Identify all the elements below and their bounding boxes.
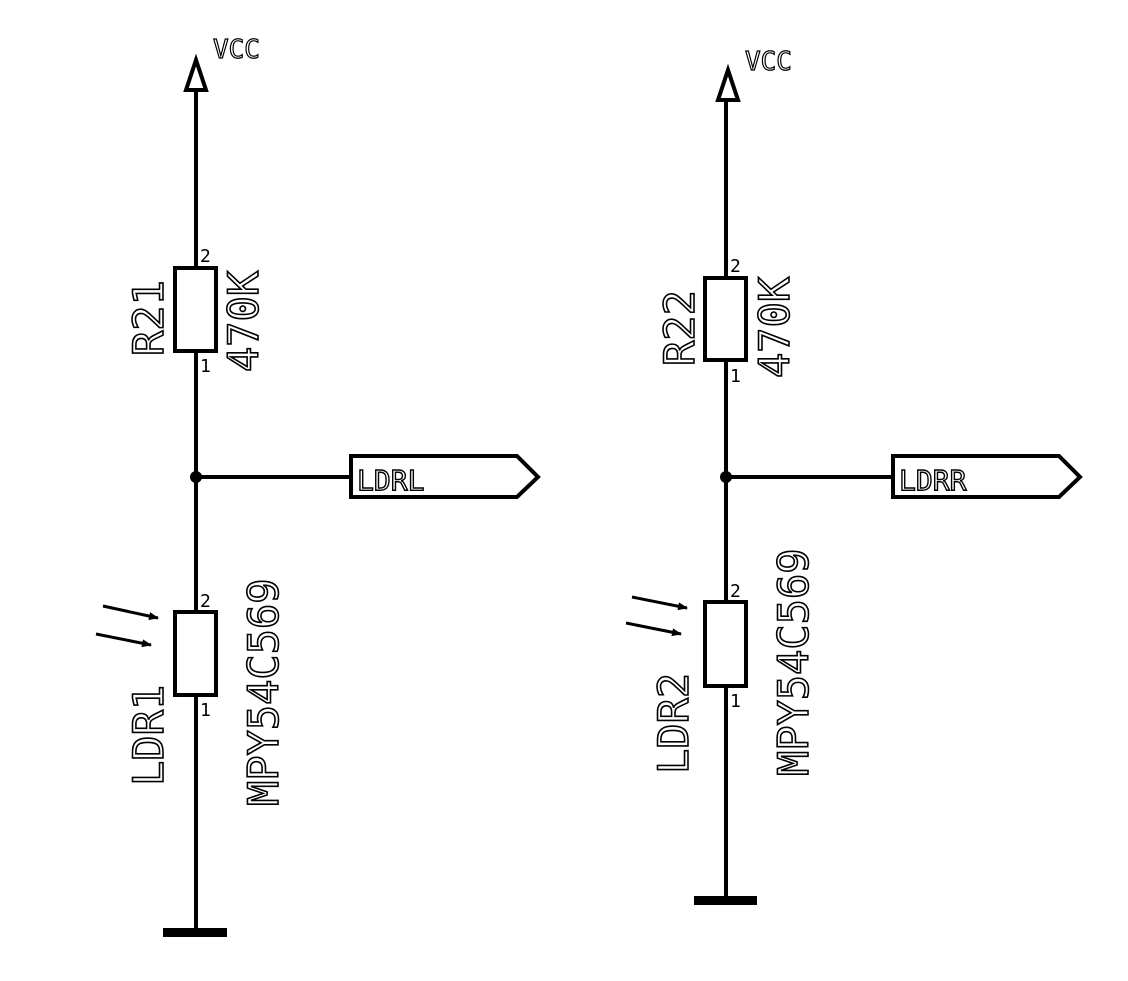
- ldr2-part-number: MPY54C569: [769, 548, 818, 776]
- r22-pin-1: 1: [730, 366, 741, 387]
- circuit-right: VCC 2 1 R22 470K LDRR 2 1 LDR2 MPY54C569: [625, 46, 1083, 905]
- r22-pin-2: 2: [730, 256, 741, 277]
- r21-value: 470K: [219, 270, 268, 372]
- net-label-ldrl: LDRL: [349, 454, 541, 499]
- ground-symbol-left: [163, 928, 227, 937]
- vcc-power-symbol-left: VCC: [183, 34, 261, 92]
- ldr1-pin-2: 2: [200, 591, 211, 612]
- r22-reference: R22: [655, 290, 704, 366]
- ldr-ldr1: [173, 610, 218, 697]
- r21-pin-1: 1: [200, 356, 211, 377]
- ground-symbol-right: [694, 896, 757, 905]
- resistor-r22: [703, 276, 748, 362]
- light-arrow-icon: [631, 595, 688, 611]
- light-arrow-icon: [95, 632, 152, 648]
- light-arrow-icon: [625, 621, 682, 637]
- ldr2-pin-2: 2: [730, 581, 741, 602]
- r22-value: 470K: [750, 276, 799, 378]
- vcc-power-symbol-right: VCC: [715, 46, 793, 102]
- vcc-label-left: VCC: [213, 35, 260, 65]
- r21-pin-2: 2: [200, 246, 211, 267]
- vcc-label-right: VCC: [745, 47, 792, 77]
- net-label-ldrr-text: LDRR: [899, 464, 967, 497]
- ldr2-reference: LDR2: [649, 673, 698, 774]
- ldr-ldr2: [703, 600, 748, 688]
- light-arrow-icon: [102, 604, 159, 620]
- ldr1-part-number: MPY54C569: [239, 578, 288, 806]
- ldr2-pin-1: 1: [730, 691, 741, 712]
- circuit-left: VCC 2 1 R21 470K LDRL 2 1 LDR1 MPY54C569: [95, 34, 541, 937]
- net-label-ldrr: LDRR: [891, 454, 1083, 499]
- resistor-r21: [173, 266, 218, 353]
- r21-reference: R21: [124, 280, 173, 356]
- ldr1-pin-1: 1: [200, 700, 211, 721]
- net-label-ldrl-text: LDRL: [357, 464, 424, 497]
- ldr1-reference: LDR1: [124, 685, 173, 786]
